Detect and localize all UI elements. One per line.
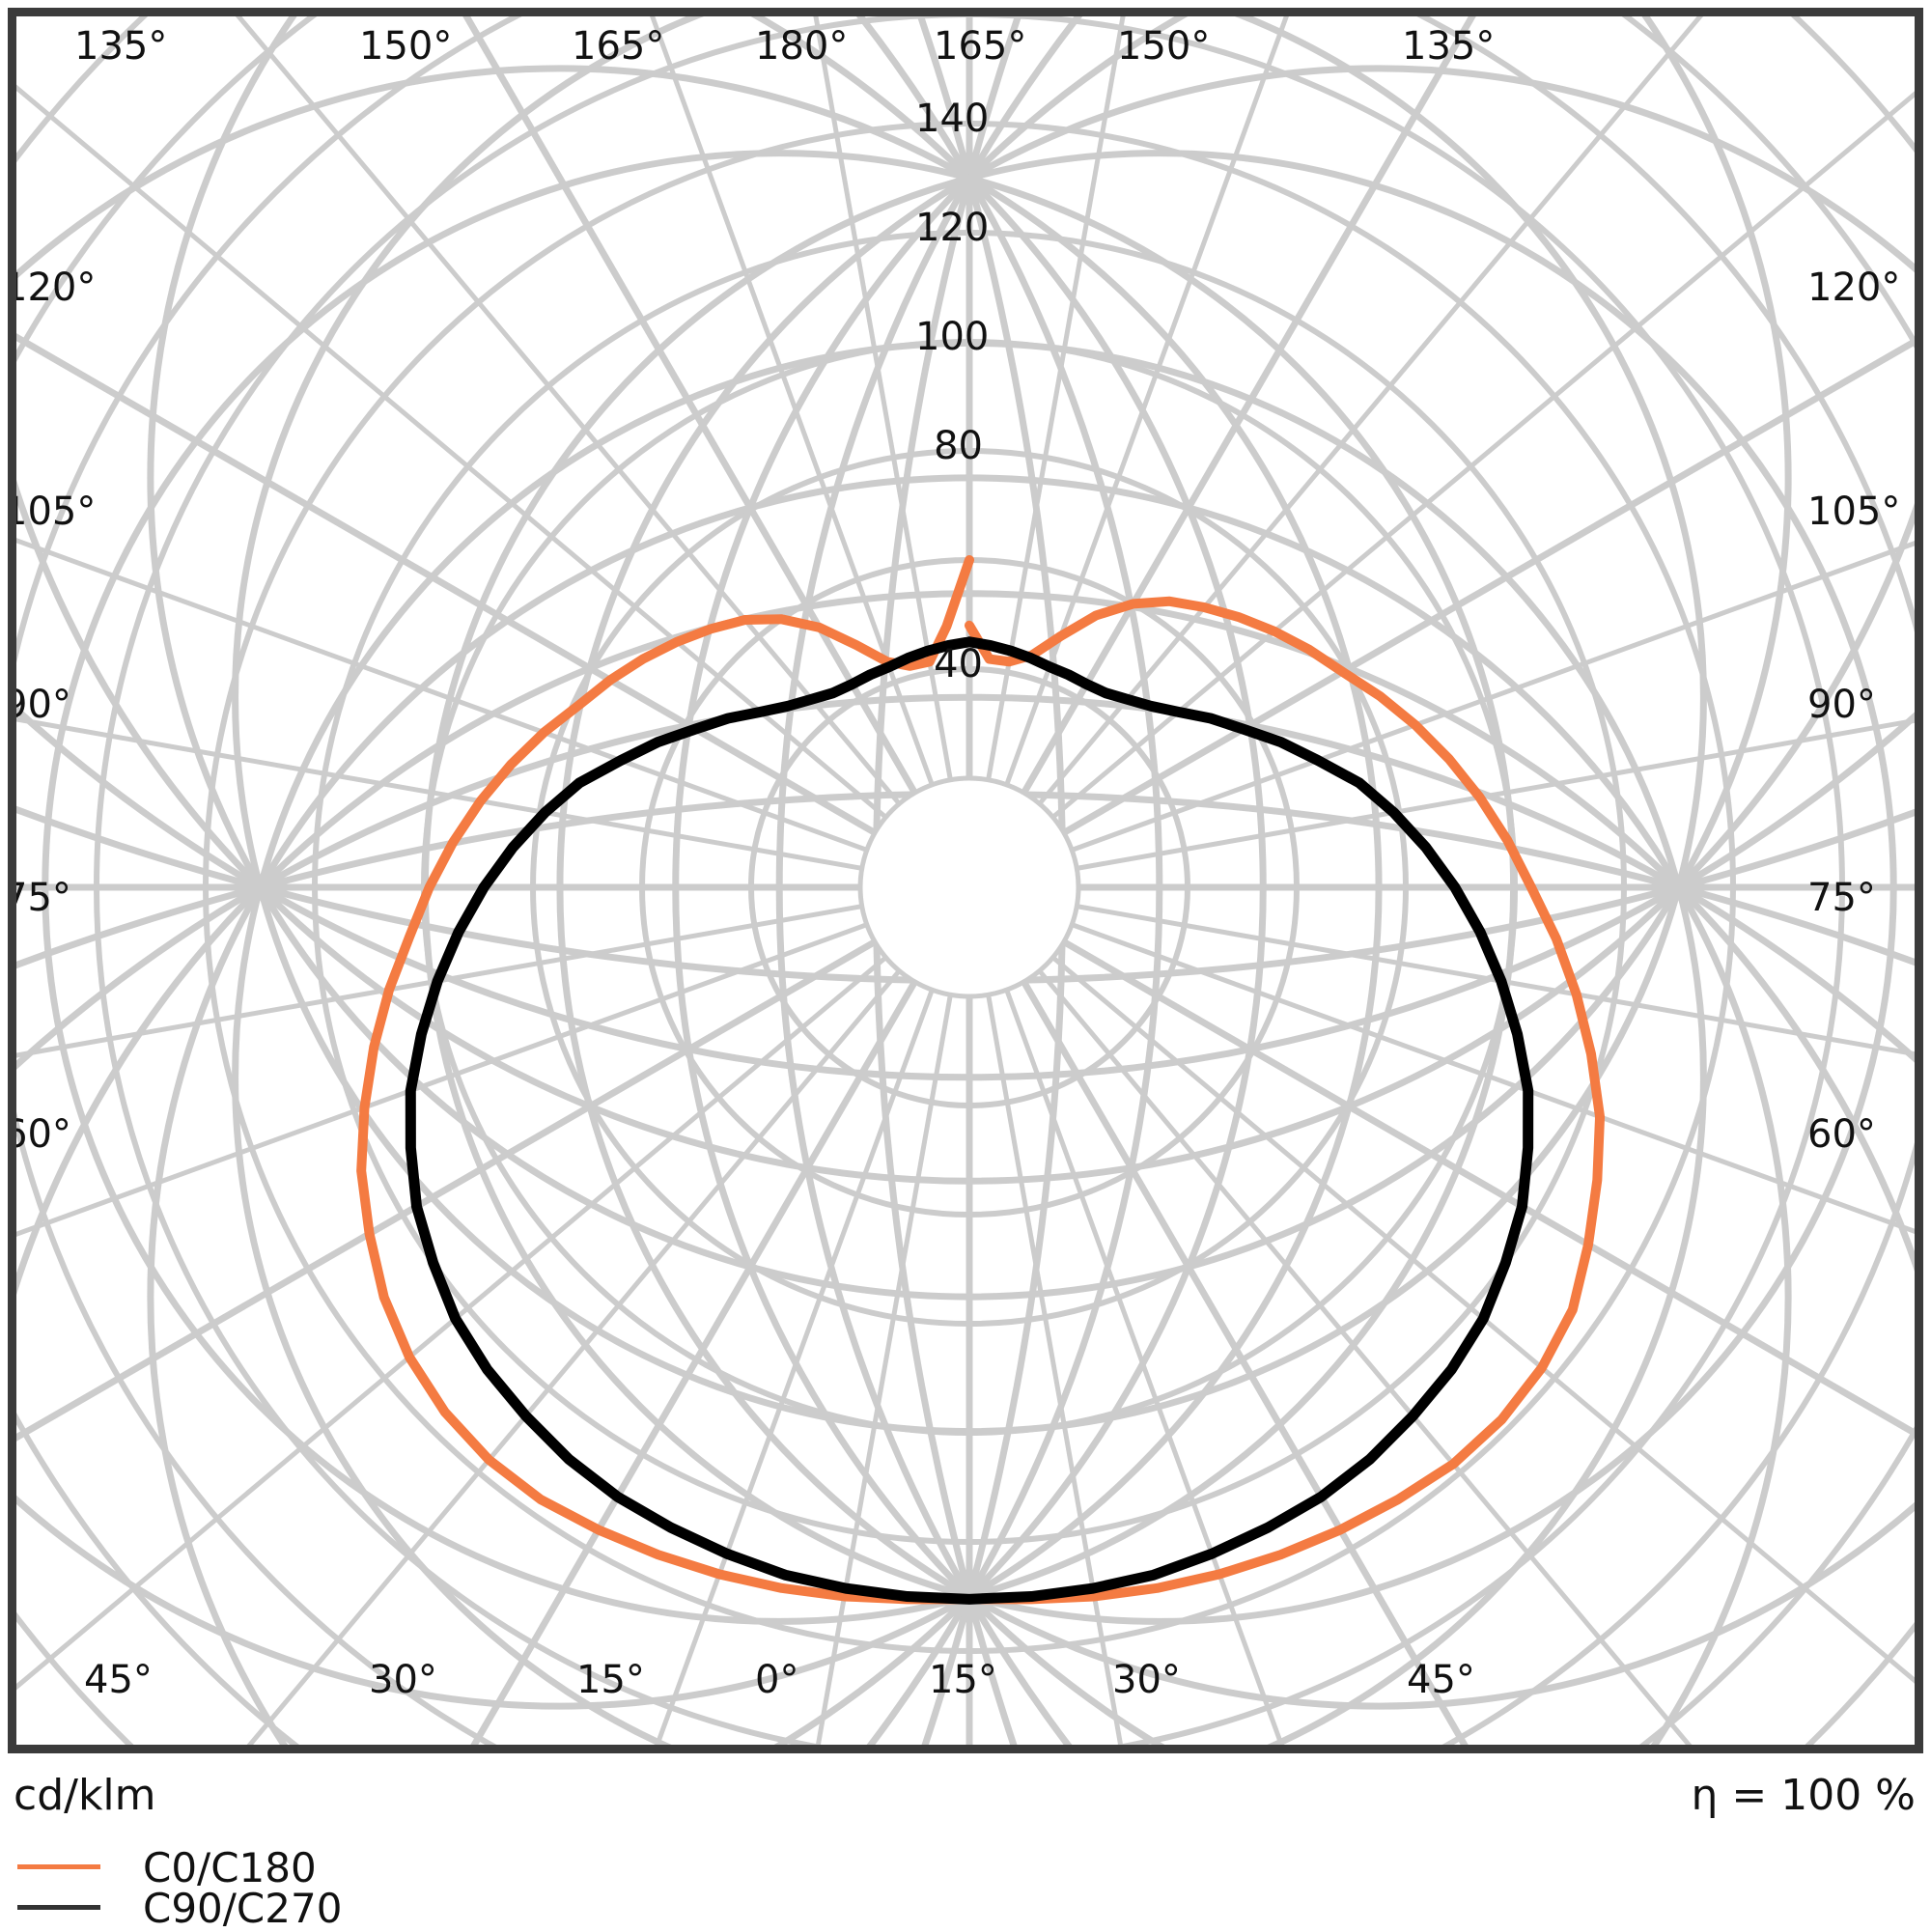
efficiency-label: η = 100 %	[1691, 1771, 1916, 1820]
radial-tick-120: 120	[915, 206, 990, 250]
legend-swatch-c90-c270	[17, 1905, 100, 1910]
angle-label-right-0: 120°	[1807, 266, 1901, 310]
angle-label-bottom-1: 30°	[369, 1658, 437, 1702]
angle-label-bottom-5: 30°	[1112, 1658, 1181, 1702]
angle-label-right-1: 105°	[1807, 490, 1901, 534]
chart-footer: cd/klm η = 100 % C0/C180 C90/C270	[0, 1761, 1931, 1932]
legend-label-c0-c180: C0/C180	[143, 1844, 317, 1891]
angle-label-top-0: 135°	[74, 24, 168, 69]
radial-tick-40: 40	[934, 642, 983, 686]
plot-area: 40 80 100 120 140 135° 150° 165° 180° 165° 150° 135…	[8, 8, 1923, 1753]
radial-tick-100: 100	[915, 315, 990, 359]
angle-label-bottom-2: 15°	[576, 1658, 645, 1702]
angle-label-left-1: 105°	[8, 490, 97, 534]
radial-tick-140: 140	[915, 97, 990, 141]
angle-label-right-2: 90°	[1807, 683, 1876, 727]
legend-label-c90-c270: C90/C270	[143, 1885, 343, 1932]
angle-label-right-4: 60°	[1807, 1112, 1876, 1157]
angle-label-top-5: 150°	[1117, 24, 1211, 69]
polar-grid	[16, 16, 1915, 1745]
legend-item-c90-c270: C90/C270	[8, 1885, 684, 1932]
angle-label-top-1: 150°	[359, 24, 453, 69]
angle-label-bottom-4: 15°	[929, 1658, 997, 1702]
angle-label-bottom-3: 0°	[755, 1658, 799, 1702]
angle-label-left-2: 90°	[8, 683, 71, 727]
legend-swatch-c0-c180	[17, 1864, 100, 1869]
angle-label-left-4: 60°	[8, 1112, 71, 1157]
angle-label-top-6: 135°	[1402, 24, 1496, 69]
legend: C0/C180 C90/C270	[8, 1844, 684, 1932]
angle-label-left-3: 75°	[8, 876, 71, 920]
angle-label-top-4: 165°	[934, 24, 1027, 69]
angle-label-right-3: 75°	[1807, 876, 1876, 920]
unit-label: cd/klm	[14, 1771, 156, 1820]
angle-label-top-2: 165°	[572, 24, 665, 69]
angle-label-top-3: 180°	[755, 24, 849, 69]
angle-label-left-0: 120°	[8, 266, 97, 310]
radial-tick-80: 80	[934, 424, 983, 468]
series-curves	[356, 555, 1606, 1605]
polar-plot-svg	[16, 16, 1915, 1745]
angle-label-bottom-6: 45°	[1407, 1658, 1475, 1702]
legend-item-c0-c180: C0/C180	[8, 1844, 684, 1891]
angle-label-bottom-0: 45°	[84, 1658, 153, 1702]
series-curve-c90-c270	[405, 636, 1534, 1605]
